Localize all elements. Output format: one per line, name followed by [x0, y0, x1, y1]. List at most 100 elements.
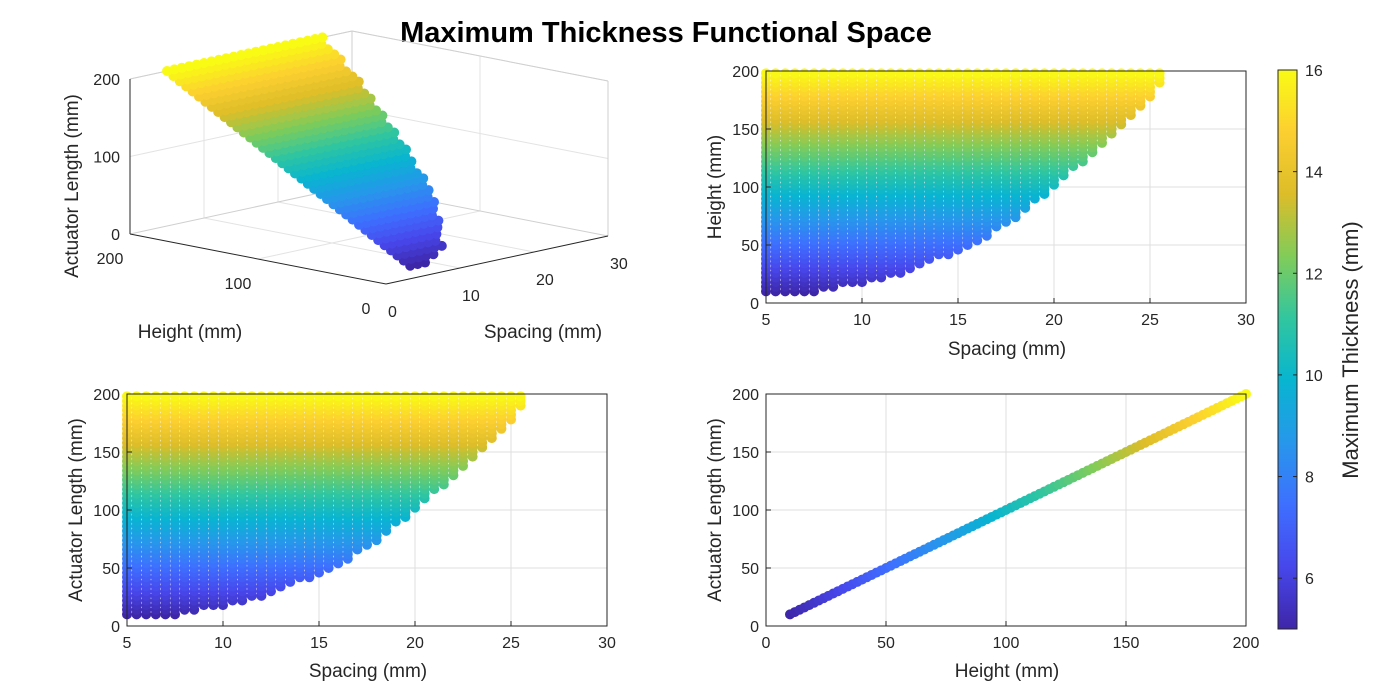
- data-point: [981, 68, 992, 79]
- data-point: [419, 391, 430, 402]
- tick-label-x: 0: [762, 635, 771, 652]
- xlabel-spacing-length: Spacing (mm): [309, 661, 427, 682]
- data-point: [828, 68, 839, 79]
- data-point: [323, 391, 334, 402]
- tick-label-y-3d: 0: [362, 301, 371, 318]
- tick-label-y-3d: 200: [97, 251, 124, 268]
- colorbar-tick-label: 12: [1305, 266, 1323, 283]
- zlabel-3d: Actuator Length (mm): [62, 94, 83, 278]
- data-point: [962, 68, 973, 79]
- data-point: [905, 68, 915, 79]
- xlabel-3d: Spacing (mm): [484, 322, 602, 343]
- tick-label-y: 200: [732, 64, 759, 81]
- tick-label-y-3d: 100: [225, 276, 252, 293]
- edge-3d: [129, 185, 353, 235]
- tick-label-x-3d: 0: [388, 304, 397, 321]
- colorbar-tick-label: 14: [1305, 165, 1323, 182]
- colorbar-tick-label: 6: [1305, 571, 1314, 588]
- tick-label-z-3d: 0: [111, 227, 120, 244]
- data-point: [876, 68, 887, 79]
- axis-x-3d: [385, 235, 609, 285]
- data-point: [410, 391, 420, 402]
- tick-label-z-3d: 100: [93, 150, 120, 167]
- tick-label-x-3d: 10: [462, 288, 480, 305]
- data-point: [770, 68, 781, 79]
- data-point: [467, 391, 478, 402]
- data-point: [1087, 68, 1098, 79]
- colorbar-ticks: 6 8 10 12 14 16: [1278, 63, 1323, 588]
- tick-label-x: 25: [502, 635, 520, 652]
- data-point: [333, 391, 344, 402]
- points-3d: [162, 32, 447, 271]
- data-point: [885, 68, 896, 79]
- data-point: [198, 391, 209, 402]
- tick-label-x: 50: [877, 635, 895, 652]
- data-point: [496, 391, 507, 402]
- data-point: [150, 391, 161, 402]
- data-point: [1135, 68, 1146, 79]
- data-point: [218, 391, 228, 402]
- data-point: [914, 68, 925, 79]
- data-point: [866, 68, 877, 79]
- data-point: [429, 391, 440, 402]
- data-point: [141, 391, 152, 402]
- tick-label-x: 200: [1233, 635, 1260, 652]
- data-point: [227, 391, 238, 402]
- tick-label-y: 150: [93, 445, 120, 462]
- ticks-spacing-length: 5 10 15 20 25 30 0 50 100 150 200: [93, 387, 616, 652]
- data-point: [352, 391, 363, 402]
- data-point: [1010, 68, 1021, 79]
- tick-label-x: 100: [993, 635, 1020, 652]
- data-point: [342, 391, 353, 402]
- data-point: [189, 391, 200, 402]
- tick-label-y: 0: [750, 619, 759, 636]
- tick-label-x: 15: [310, 635, 328, 652]
- data-point: [208, 391, 219, 402]
- data-point: [924, 68, 935, 79]
- points-spacing-length: [122, 391, 526, 620]
- tick-label-x: 25: [1141, 312, 1159, 329]
- data-point: [381, 391, 392, 402]
- data-point: [515, 391, 526, 402]
- panel-height-length: 0 50 100 150 200 0 50 100 150 200 Height (mm) Act…: [705, 387, 1259, 682]
- data-point: [1145, 68, 1155, 79]
- colorbar-tick-label: 16: [1305, 63, 1323, 80]
- xlabel-height-length: Height (mm): [955, 661, 1060, 682]
- tick-label-y: 0: [111, 619, 120, 636]
- tick-label-y: 50: [102, 561, 120, 578]
- ticks-spacing-height: 5 10 15 20 25 30 0 50 100 150 200: [732, 64, 1255, 329]
- colorbar-gradient: [1277, 69, 1298, 630]
- tick-label-x: 20: [406, 635, 424, 652]
- data-point: [818, 68, 829, 79]
- tick-label-x: 5: [762, 312, 771, 329]
- data-point: [991, 68, 1002, 79]
- data-point: [943, 68, 954, 79]
- data-point: [438, 391, 449, 402]
- data-point: [1049, 68, 1059, 79]
- edge-3d: [351, 30, 609, 82]
- data-point: [179, 391, 190, 402]
- tick-label-z-3d: 200: [93, 72, 120, 89]
- tick-label-y: 150: [732, 445, 759, 462]
- data-point: [857, 68, 867, 79]
- data-point: [486, 391, 497, 402]
- panel-3d-scatter: 0 10 20 30 0 100 200 0 100 200 Actuator Length (m…: [62, 30, 628, 343]
- data-point: [237, 391, 248, 402]
- points-spacing-height: [761, 68, 1165, 297]
- ylabel-spacing-height: Height (mm): [705, 135, 726, 240]
- data-point: [972, 68, 983, 79]
- data-point: [266, 391, 276, 402]
- colorbar-tick-label: 8: [1305, 470, 1314, 487]
- data-point: [256, 391, 267, 402]
- data-point: [448, 391, 459, 402]
- data-point: [458, 391, 468, 402]
- tick-label-y: 50: [741, 238, 759, 255]
- data-point: [809, 68, 819, 79]
- data-point: [1068, 68, 1079, 79]
- tick-label-x: 15: [949, 312, 967, 329]
- data-point: [506, 391, 516, 402]
- panel-spacing-height: 5 10 15 20 25 30 0 50 100 150 200 Spacing (mm) Hei…: [705, 64, 1255, 360]
- data-point: [390, 391, 401, 402]
- tick-label-y: 200: [732, 387, 759, 404]
- data-point: [780, 68, 791, 79]
